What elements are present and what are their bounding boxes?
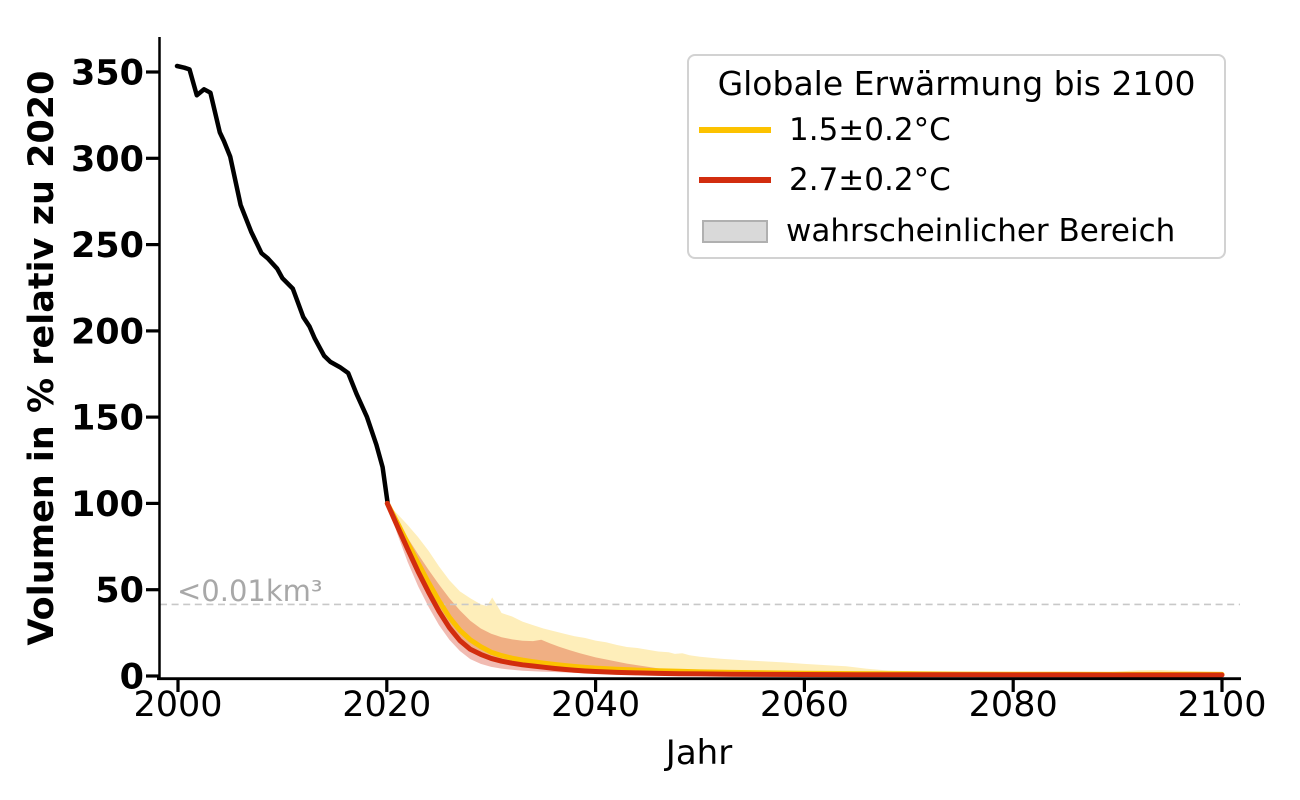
legend-line-swatch-1-5c	[699, 127, 771, 133]
y-tick-label: 200	[71, 312, 144, 352]
threshold-annotation: <0.01km³	[177, 574, 323, 608]
legend-entry-2-7c: 2.7±0.2°C	[699, 158, 951, 202]
x-tick-label: 2080	[969, 685, 1058, 725]
legend: Globale Erwärmung bis 2100 1.5±0.2°C 2.7…	[687, 54, 1226, 259]
y-tick-label: 300	[71, 140, 144, 180]
x-axis-label: Jahr	[665, 733, 733, 773]
legend-label-1-5c: 1.5±0.2°C	[789, 112, 951, 148]
legend-label-likely-range: wahrscheinlicher Bereich	[786, 213, 1176, 249]
legend-line-swatch-2-7c	[699, 177, 771, 183]
legend-title: Globale Erwärmung bis 2100	[717, 64, 1196, 103]
x-tick-label: 2100	[1177, 685, 1266, 725]
legend-label-2-7c: 2.7±0.2°C	[789, 162, 951, 198]
x-tick-label: 2020	[342, 685, 431, 725]
legend-entry-1-5c: 1.5±0.2°C	[699, 108, 951, 152]
series-historical	[174, 63, 391, 507]
x-tick-label: 2000	[133, 685, 222, 725]
legend-patch-swatch-likely-range	[702, 219, 768, 243]
legend-entry-likely-range: wahrscheinlicher Bereich	[699, 209, 1175, 253]
x-tick-label: 2040	[551, 685, 640, 725]
y-tick-label: 150	[71, 399, 144, 439]
y-tick-label: 350	[71, 54, 144, 94]
y-tick-label: 100	[71, 485, 144, 525]
x-tick-label: 2060	[760, 685, 849, 725]
y-axis-label: Volumen in % relativ zu 2020	[22, 70, 62, 646]
series-warming-2-7c	[384, 500, 1225, 678]
y-tick-label: 250	[71, 226, 144, 266]
y-tick-label: 50	[95, 571, 144, 611]
uncertainty-band-2-7c	[387, 503, 1222, 676]
y-tick-label: 0	[120, 658, 144, 698]
